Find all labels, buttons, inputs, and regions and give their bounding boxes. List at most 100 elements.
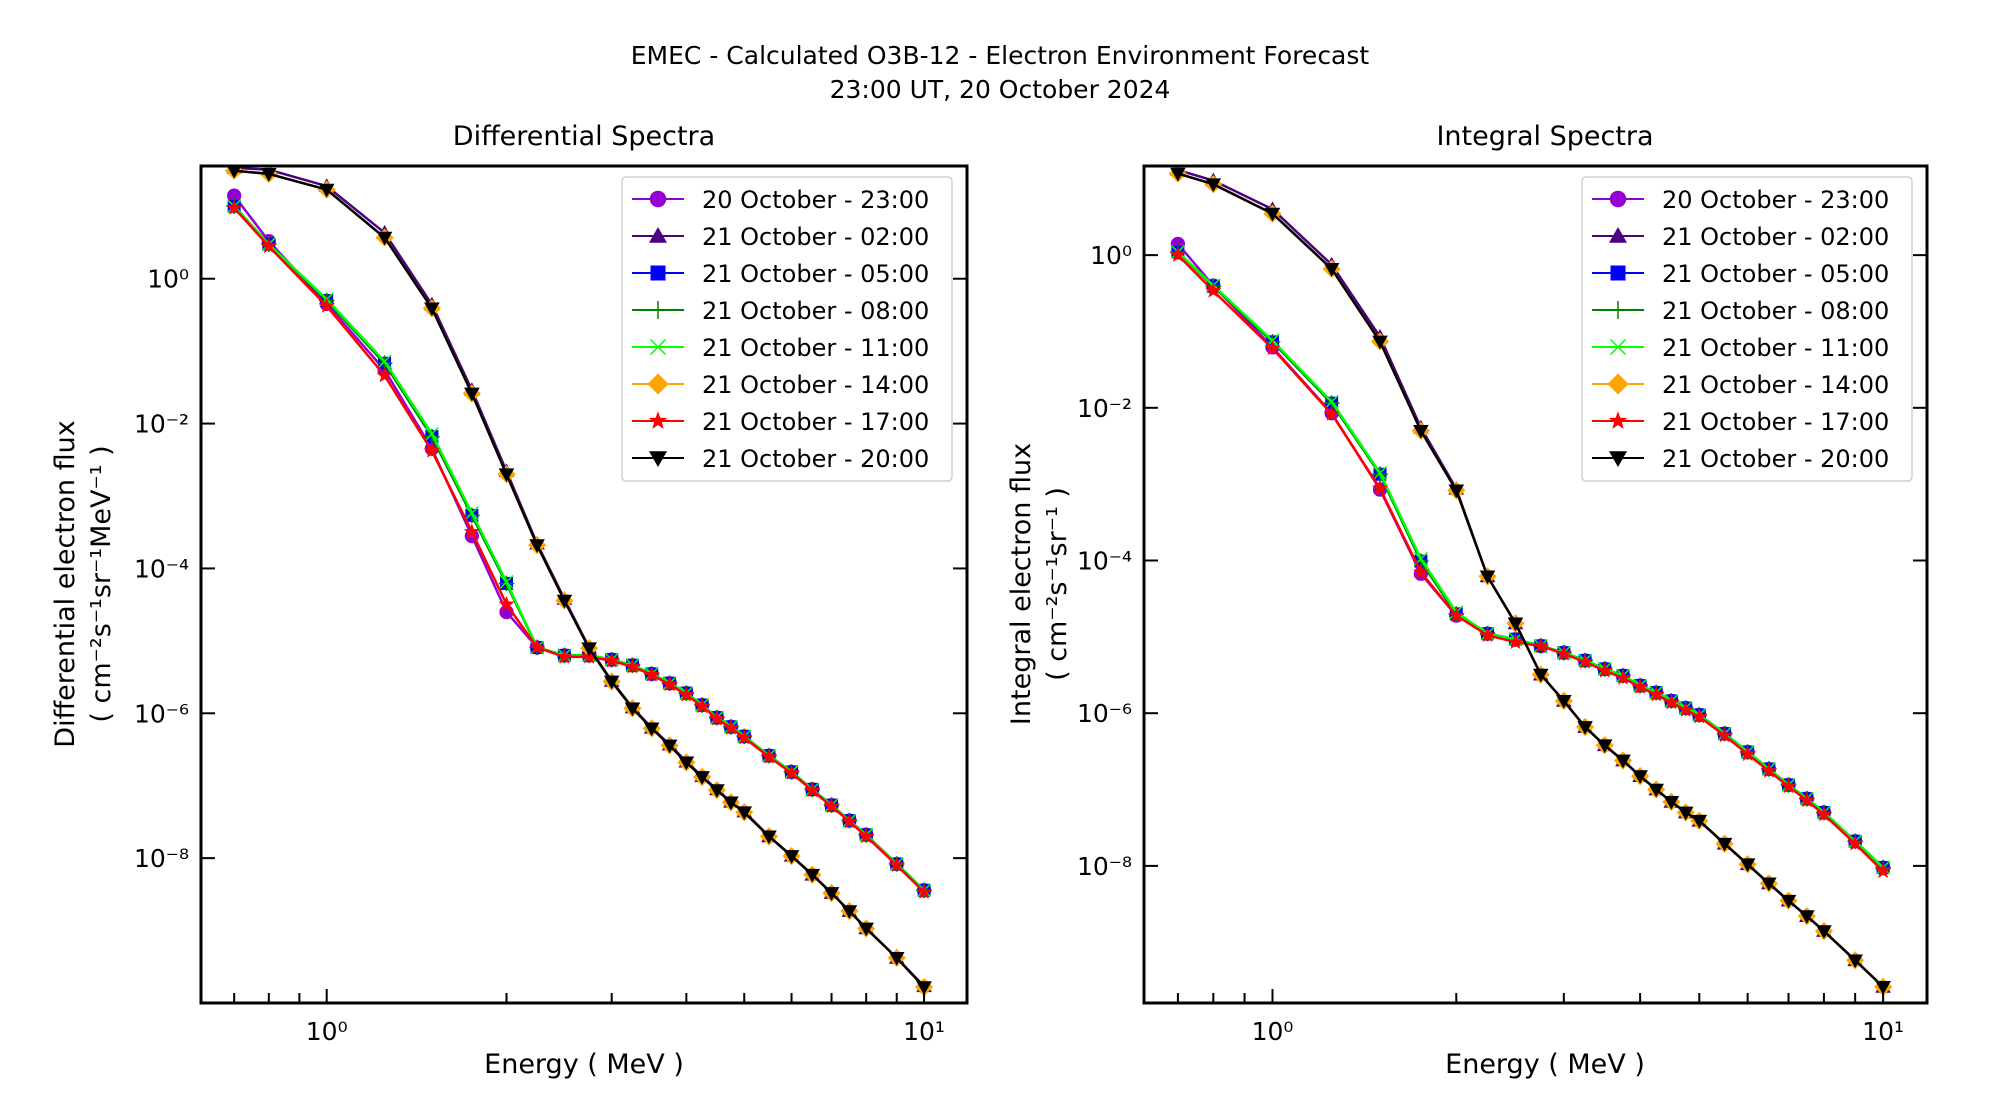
data-point [1716,727,1733,743]
data-point [1264,340,1281,356]
data-point [1648,783,1664,798]
data-point [916,883,933,899]
data-point [1413,424,1429,439]
data-point [661,676,678,692]
legend-marker-square-icon [1610,265,1626,281]
data-point [1323,263,1340,277]
data-point [1264,207,1281,222]
data-point [841,813,858,829]
legend-frame [621,176,953,482]
legend-item: 20 October - 23:00 [1592,186,1889,214]
data-point [318,297,335,313]
integral-ticks: 10⁰ 10¹ 10⁰ 10⁻² 10⁻⁴ 10⁻⁶ 10⁻⁸ [1077,241,1927,1046]
data-point [1847,835,1864,851]
legend-label: 21 October - 17:00 [1662,408,1889,436]
legend-item: 21 October - 17:00 [1592,408,1889,436]
integral-spectra-axes: Integral Spectra 10⁰ 10¹10⁰10⁻²10⁻⁴10⁻⁶10… [1006,121,1929,1080]
legend-label: 21 October - 02:00 [1662,223,1889,251]
data-point [643,666,660,682]
data-point [1507,617,1524,632]
data-point [1691,814,1708,829]
y-tick-label: 10⁻⁴ [1077,547,1132,576]
legend-marker-triangle-down-icon [649,451,667,467]
data-point [1648,686,1665,702]
legend-item: 21 October - 20:00 [632,445,929,473]
data-point [464,506,479,521]
data-point [1555,645,1572,661]
legend-item: 21 October - 08:00 [1592,297,1889,325]
data-point [529,639,546,655]
data-point [260,237,277,254]
legend-label: 21 October - 14:00 [702,371,929,399]
legend-label: 20 October - 23:00 [1662,186,1889,214]
differential-spectra-title: Differential Spectra [453,121,715,152]
integral-y-axis-label-line2: ( cm⁻²s⁻¹sr⁻¹ ) [1042,487,1073,681]
data-point [603,675,620,690]
legend-marker-triangle-up-icon [1609,227,1627,243]
data-point [624,702,641,717]
data-point [499,574,514,590]
legend-item: 21 October - 14:00 [632,371,929,399]
data-point [1532,668,1549,683]
data-point [424,426,439,441]
data-point [423,442,440,458]
figure-title-line2: 23:00 UT, 20 October 2024 [830,75,1171,104]
data-point [694,771,710,785]
legend-label: 21 October - 17:00 [702,408,929,436]
legend-marker-triangle-down-icon [1609,451,1627,467]
differential-legend: 20 October - 23:00 21 October - 02:00 21 O… [621,176,953,482]
data-point [261,168,277,182]
data-point [723,796,739,811]
legend-item: 21 October - 11:00 [1592,334,1889,362]
legend-marker-x-icon [1609,338,1627,356]
data-point [464,387,480,402]
legend-item: 20 October - 23:00 [632,186,929,214]
y-tick-label: 10⁻⁴ [134,554,189,583]
legend-label: 21 October - 20:00 [702,445,929,473]
legend-marker-circle-icon [649,190,667,208]
data-point [556,594,573,609]
data-point [1716,837,1733,852]
data-point [1372,335,1388,350]
differential-y-axis-label-line2: ( cm⁻²s⁻¹sr⁻¹MeV⁻¹ ) [86,445,117,722]
data-point [1324,394,1339,409]
data-point [226,199,243,215]
data-point [1170,167,1186,182]
data-point [1798,792,1815,808]
data-point [1323,405,1340,421]
integral-legend: 20 October - 23:00 21 October - 02:00 21 O… [1581,176,1913,482]
data-point [678,756,695,771]
legend-label: 21 October - 11:00 [1662,334,1889,362]
data-point [1169,246,1186,262]
data-point [841,905,858,919]
data-point [709,784,725,798]
data-point [760,748,777,764]
data-point [1448,484,1465,499]
data-point [1615,754,1631,769]
x-tick-label: 10⁰ [306,1017,348,1046]
legend-item: 21 October - 14:00 [1592,371,1889,399]
data-point [318,183,335,198]
data-point [1615,669,1631,685]
data-point [761,830,777,845]
data-point [1372,465,1388,481]
data-point [1205,178,1222,192]
data-point [624,658,641,674]
data-point [1799,910,1815,924]
data-point [643,722,660,737]
legend-label: 21 October - 11:00 [702,334,929,362]
legend-label: 20 October - 23:00 [702,186,929,214]
integral-series-group [1168,166,1893,997]
data-point [1448,607,1465,623]
series-21-october-17-00 [1169,246,1892,879]
data-point [916,981,932,995]
differential-series-group [225,166,934,997]
data-point [1761,877,1777,892]
data-point [1632,678,1649,694]
legend-label: 21 October - 14:00 [1662,371,1889,399]
integral-y-axis-label-line1: Integral electron flux [1006,443,1037,725]
data-point [498,595,515,612]
data-point [1632,770,1648,784]
data-point [783,764,800,780]
legend-marker-plus-icon [649,301,667,319]
